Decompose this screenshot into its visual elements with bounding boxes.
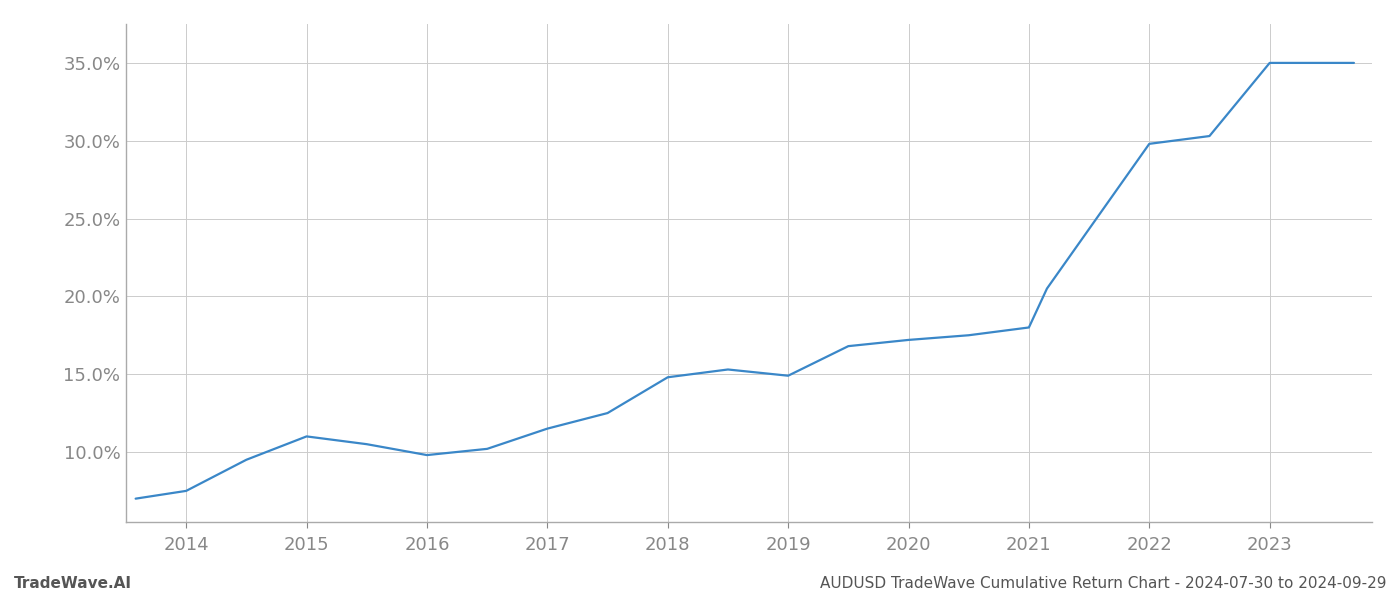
Text: AUDUSD TradeWave Cumulative Return Chart - 2024-07-30 to 2024-09-29: AUDUSD TradeWave Cumulative Return Chart… <box>819 576 1386 591</box>
Text: TradeWave.AI: TradeWave.AI <box>14 576 132 591</box>
